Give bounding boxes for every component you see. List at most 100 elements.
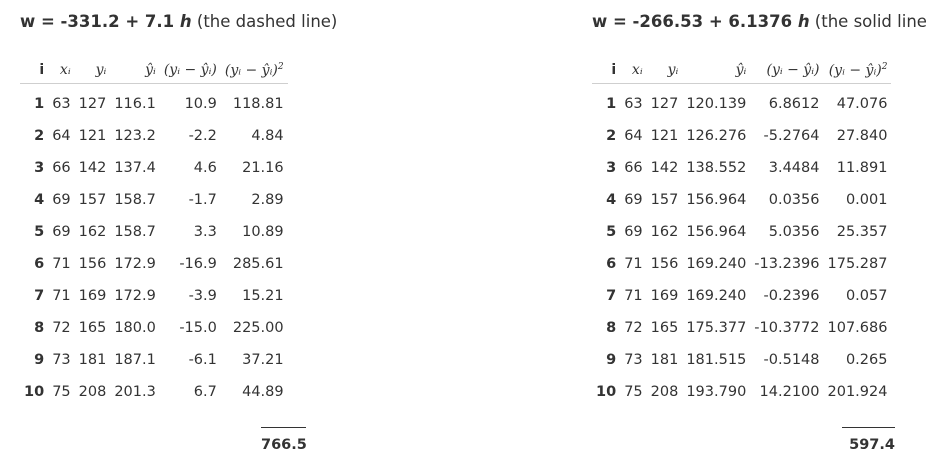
header-i: i <box>592 57 621 84</box>
table-row: 4 69 157 158.7 -1.7 2.89 <box>20 184 288 216</box>
cell-y: 157 <box>650 192 679 208</box>
cell-squared: 27.840 <box>836 128 888 144</box>
table-row: 1 63 127 116.1 10.9 118.81 <box>20 84 288 121</box>
table-row: 3 66 142 138.552 3.4484 11.891 <box>592 152 891 184</box>
cell-residual: 10.9 <box>184 96 217 112</box>
solid-line-equation: w = -266.53 + 6.1376 h (the solid line) <box>592 12 926 32</box>
cell-y: 157 <box>78 192 107 208</box>
cell-y: 169 <box>650 288 679 304</box>
sum-squared-residuals-solid: 597.4 <box>842 427 895 453</box>
table-row: 7 71 169 169.240 -0.2396 0.057 <box>592 280 891 312</box>
table-row: 6 71 156 172.9 -16.9 285.61 <box>20 248 288 280</box>
cell-i: 4 <box>606 192 617 208</box>
cell-i: 4 <box>34 192 45 208</box>
cell-y: 208 <box>650 384 679 400</box>
equation-right: w = -266.53 + 6.1376 <box>592 12 798 31</box>
cell-residual: 14.2100 <box>759 384 820 400</box>
cell-y: 156 <box>650 256 679 272</box>
cell-residual: -3.9 <box>188 288 217 304</box>
cell-x: 72 <box>624 320 643 336</box>
cell-i: 5 <box>606 224 617 240</box>
cell-i: 1 <box>34 96 45 112</box>
cell-yhat: 169.240 <box>686 256 747 272</box>
cell-i: 10 <box>24 384 45 400</box>
cell-i: 7 <box>606 288 617 304</box>
table-row: 2 64 121 126.276 -5.2764 27.840 <box>592 120 891 152</box>
cell-yhat: 175.377 <box>686 320 747 336</box>
cell-residual: -1.7 <box>188 192 217 208</box>
equation-note-left: (the dashed line) <box>191 12 338 31</box>
cell-y: 162 <box>78 224 107 240</box>
cell-y: 165 <box>650 320 679 336</box>
residuals-table-solid: i xᵢ yᵢ ŷᵢ (yᵢ − ŷᵢ) (yᵢ − ŷᵢ)2 1 63 127 12… <box>592 57 892 408</box>
cell-squared: 0.265 <box>845 352 888 368</box>
cell-squared: 225.00 <box>232 320 284 336</box>
cell-squared: 0.001 <box>845 192 888 208</box>
table-header-row: i xᵢ yᵢ ŷᵢ (yᵢ − ŷᵢ) (yᵢ − ŷᵢ)2 <box>592 57 892 84</box>
header-squared-base: (yᵢ − ŷᵢ) <box>828 62 882 79</box>
cell-y: 127 <box>78 96 107 112</box>
cell-squared: 37.21 <box>242 352 284 368</box>
cell-yhat: 120.139 <box>686 96 747 112</box>
cell-y: 142 <box>650 160 679 176</box>
cell-yhat: 180.0 <box>114 320 156 336</box>
cell-yhat: 156.964 <box>686 192 747 208</box>
table-row: 10 75 208 201.3 6.7 44.89 <box>20 376 288 408</box>
cell-squared: 10.89 <box>242 224 284 240</box>
cell-yhat: 172.9 <box>114 288 156 304</box>
cell-yhat: 158.7 <box>114 192 156 208</box>
header-y: yᵢ <box>74 57 111 84</box>
cell-i: 6 <box>34 256 45 272</box>
cell-residual: 6.7 <box>193 384 217 400</box>
header-squared-exp: 2 <box>881 61 888 72</box>
cell-residual: 3.3 <box>193 224 217 240</box>
cell-x: 69 <box>624 224 643 240</box>
header-y: yᵢ <box>646 57 683 84</box>
header-squared-exp: 2 <box>277 61 284 72</box>
equation-note-right: (the solid line) <box>809 12 926 31</box>
cell-residual: -6.1 <box>188 352 217 368</box>
table-row: 8 72 165 180.0 -15.0 225.00 <box>20 312 288 344</box>
cell-x: 73 <box>624 352 643 368</box>
residuals-table-dashed: i xᵢ yᵢ ŷᵢ (yᵢ − ŷᵢ) (yᵢ − ŷᵢ)2 1 63 127 11… <box>20 57 288 408</box>
cell-squared: 107.686 <box>827 320 888 336</box>
cell-y: 181 <box>650 352 679 368</box>
cell-residual: 6.8612 <box>768 96 820 112</box>
cell-x: 69 <box>52 192 71 208</box>
dashed-line-equation: w = -331.2 + 7.1 h (the dashed line) <box>20 12 337 32</box>
cell-residual: -13.2396 <box>754 256 820 272</box>
cell-residual: -0.5148 <box>763 352 820 368</box>
header-yhat: ŷᵢ <box>110 57 160 84</box>
cell-yhat: 138.552 <box>686 160 747 176</box>
cell-x: 69 <box>52 224 71 240</box>
cell-squared: 201.924 <box>827 384 888 400</box>
cell-residual: -0.2396 <box>763 288 820 304</box>
cell-yhat: 169.240 <box>686 288 747 304</box>
header-x: xᵢ <box>620 57 647 84</box>
cell-squared: 4.84 <box>251 128 284 144</box>
cell-residual: 5.0356 <box>768 224 820 240</box>
header-residual: (yᵢ − ŷᵢ) <box>750 57 824 84</box>
cell-i: 8 <box>606 320 617 336</box>
cell-residual: 3.4484 <box>768 160 820 176</box>
cell-x: 64 <box>52 128 71 144</box>
cell-i: 2 <box>34 128 45 144</box>
cell-x: 71 <box>52 288 71 304</box>
cell-i: 9 <box>606 352 617 368</box>
cell-x: 66 <box>624 160 643 176</box>
table-row: 3 66 142 137.4 4.6 21.16 <box>20 152 288 184</box>
cell-yhat: 137.4 <box>114 160 156 176</box>
cell-squared: 25.357 <box>836 224 888 240</box>
table-row: 5 69 162 158.7 3.3 10.89 <box>20 216 288 248</box>
cell-i: 7 <box>34 288 45 304</box>
cell-yhat: 201.3 <box>114 384 156 400</box>
cell-y: 121 <box>650 128 679 144</box>
cell-residual: -15.0 <box>179 320 217 336</box>
cell-squared: 2.89 <box>251 192 284 208</box>
cell-x: 73 <box>52 352 71 368</box>
cell-yhat: 123.2 <box>114 128 156 144</box>
table-row: 8 72 165 175.377 -10.3772 107.686 <box>592 312 891 344</box>
cell-yhat: 156.964 <box>686 224 747 240</box>
table-row: 9 73 181 187.1 -6.1 37.21 <box>20 344 288 376</box>
header-squared-base: (yᵢ − ŷᵢ) <box>224 62 278 79</box>
